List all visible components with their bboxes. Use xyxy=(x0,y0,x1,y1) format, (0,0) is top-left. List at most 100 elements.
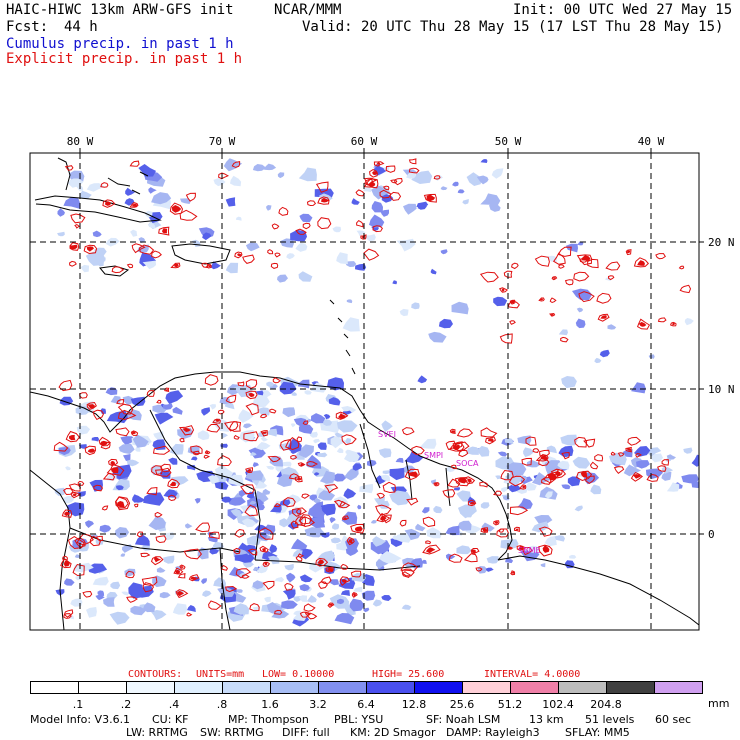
explicit-contour xyxy=(141,576,158,586)
explicit-contour xyxy=(496,528,509,538)
graticule xyxy=(30,153,699,630)
explicit-contour xyxy=(458,449,469,458)
explicit-contour xyxy=(285,437,300,451)
explicit-contour xyxy=(306,200,317,207)
cumulus-cell xyxy=(392,280,397,285)
cumulus-cell xyxy=(544,535,558,547)
explicit-contour xyxy=(525,436,537,446)
explicit-core xyxy=(451,430,455,433)
cumulus-cell xyxy=(314,472,320,476)
explicit-contour xyxy=(433,175,441,180)
cumulus-cell xyxy=(457,520,472,531)
explicit-contour xyxy=(173,567,184,575)
cumulus-cell xyxy=(478,445,490,457)
explicit-contour xyxy=(168,494,177,502)
cumulus-cell xyxy=(165,390,184,404)
explicit-contour xyxy=(245,467,254,474)
explicit-core xyxy=(69,434,76,441)
explicit-contour xyxy=(299,611,310,618)
cumulus-cell xyxy=(361,590,376,601)
explicit-contour xyxy=(64,165,74,171)
cumulus-cell xyxy=(453,487,461,491)
explicit-contour xyxy=(185,192,196,202)
explicit-contour xyxy=(467,499,477,507)
explicit-contour xyxy=(408,167,420,174)
cumulus-cell xyxy=(419,438,437,449)
cumulus-cell xyxy=(458,504,477,519)
cumulus-cell xyxy=(142,260,157,270)
explicit-contour xyxy=(131,243,146,254)
cumulus-cell xyxy=(574,505,583,512)
explicit-contour xyxy=(151,465,163,476)
explicit-core xyxy=(580,470,588,478)
cumulus-cell xyxy=(201,407,211,416)
explicit-contour xyxy=(259,545,269,553)
explicit-contour xyxy=(534,255,550,267)
station-label: SMPI xyxy=(424,451,443,460)
explicit-core xyxy=(632,474,641,479)
cumulus-cell xyxy=(163,555,175,564)
explicit-core xyxy=(327,567,334,572)
cumulus-cell xyxy=(243,423,253,429)
explicit-contour xyxy=(69,260,77,267)
explicit-contour xyxy=(617,452,625,457)
cumulus-cell xyxy=(260,436,268,442)
cumulus-cell xyxy=(125,187,135,196)
cumulus-cell xyxy=(520,475,527,481)
explicit-contour xyxy=(136,531,143,538)
cumulus-cell xyxy=(148,187,157,194)
cumulus-cell xyxy=(74,554,81,558)
explicit-contour xyxy=(306,460,318,467)
explicit-contour xyxy=(511,262,519,270)
explicit-contour xyxy=(557,246,572,257)
cumulus-cell xyxy=(286,572,296,583)
cumulus-cell xyxy=(375,475,388,485)
explicit-core xyxy=(467,478,472,483)
explicit-contour xyxy=(485,436,497,445)
explicit-contour xyxy=(382,481,397,494)
explicit-contour xyxy=(116,399,125,405)
explicit-contour xyxy=(262,580,275,590)
explicit-core xyxy=(64,560,70,567)
explicit-core xyxy=(408,471,418,478)
cumulus-cell xyxy=(85,251,106,266)
model-info-field: SF: Noah LSM xyxy=(426,713,501,726)
cumulus-cell xyxy=(476,175,489,185)
cumulus-cell xyxy=(210,261,221,270)
cumulus-cell xyxy=(123,454,131,461)
explicit-core xyxy=(540,298,544,301)
cumulus-cell xyxy=(666,482,680,492)
explicit-contour xyxy=(156,399,162,404)
cumulus-cell xyxy=(298,444,314,458)
colorbar-label: .1 xyxy=(72,698,84,711)
explicit-contour xyxy=(433,482,440,487)
florida-coast xyxy=(57,157,71,191)
cumulus-cell xyxy=(225,262,239,274)
cumulus-cell xyxy=(323,414,331,420)
cumulus-cell xyxy=(97,590,105,597)
cumulus-cell xyxy=(399,308,409,317)
cumulus-cell xyxy=(389,467,405,481)
cumulus-cell xyxy=(100,408,106,414)
cumulus-cell xyxy=(369,214,385,228)
cumulus-cell xyxy=(169,443,184,455)
cumulus-cell xyxy=(506,462,527,476)
explicit-contour xyxy=(655,253,666,260)
explicit-core xyxy=(510,300,515,304)
organization: NCAR/MMM xyxy=(274,2,342,18)
explicit-core xyxy=(87,404,95,409)
explicit-core xyxy=(132,203,137,207)
explicit-contour xyxy=(454,441,463,449)
explicit-contour xyxy=(228,420,242,432)
explicit-contour xyxy=(594,454,604,462)
explicit-contour xyxy=(102,199,116,208)
explicit-contour xyxy=(63,613,72,619)
cumulus-cell xyxy=(298,595,308,602)
explicit-contour xyxy=(575,470,593,482)
cumulus-cell xyxy=(99,257,106,262)
cumulus-cell xyxy=(480,193,501,207)
explicit-contour xyxy=(70,213,86,224)
explicit-contour xyxy=(186,612,193,617)
explicit-core xyxy=(425,547,436,554)
explicit-core xyxy=(174,263,179,268)
